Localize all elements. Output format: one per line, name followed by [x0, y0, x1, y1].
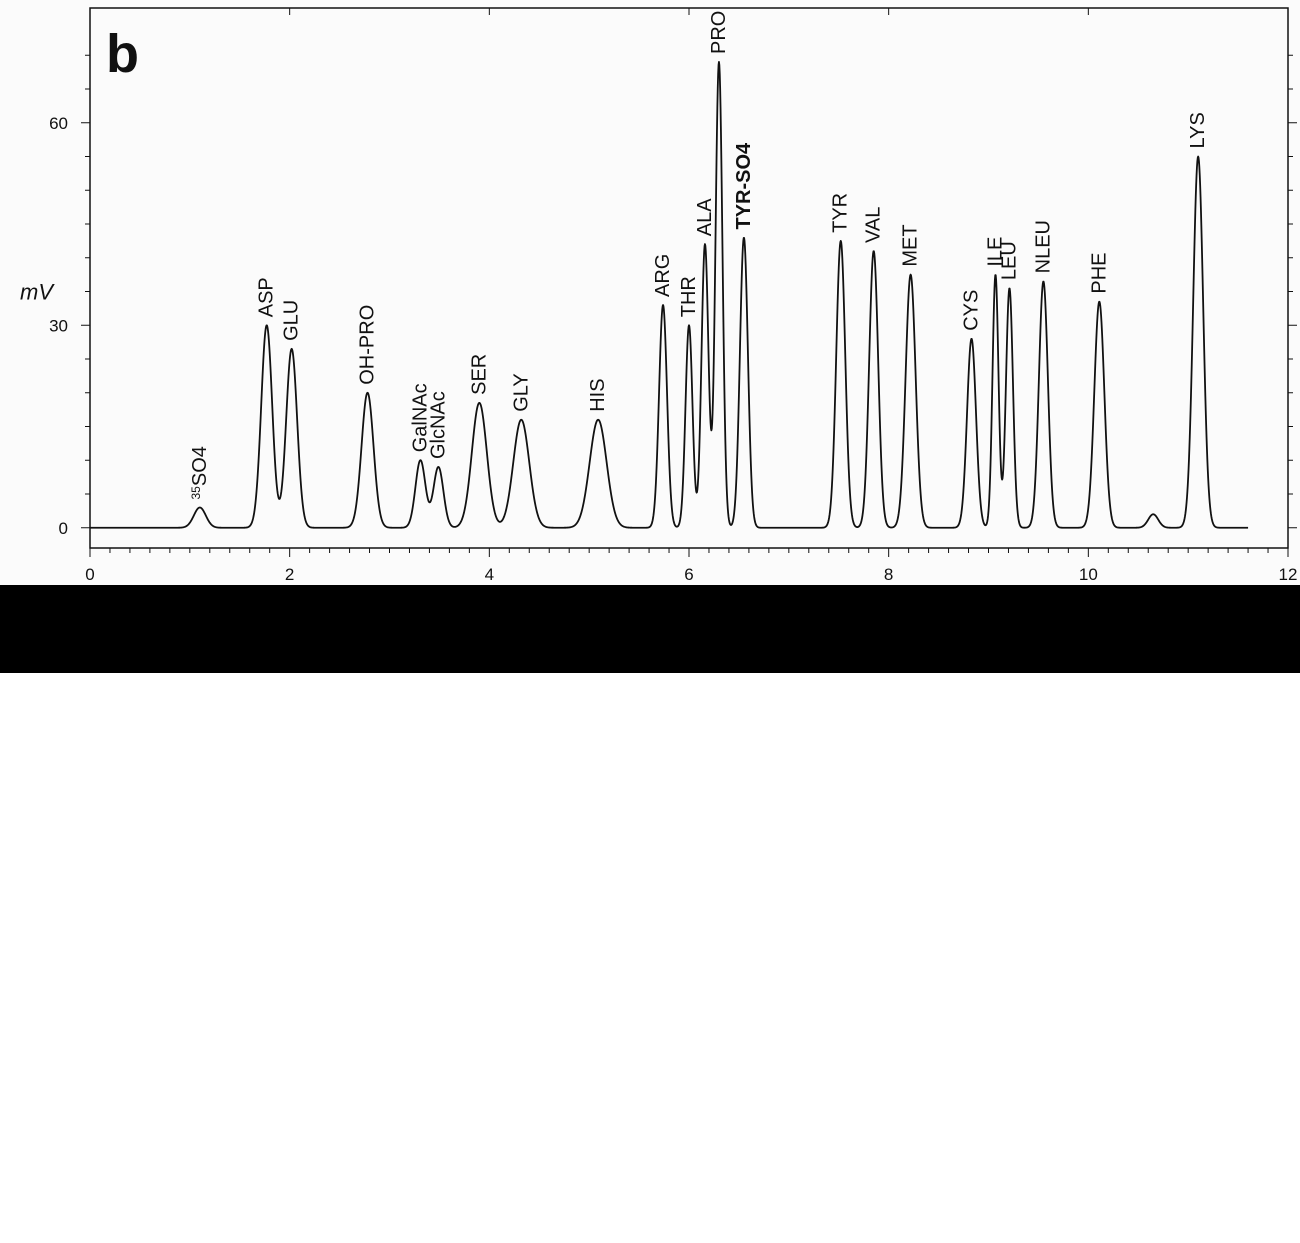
peak-label: GalNAc: [409, 383, 431, 452]
watermark-footer: alamy RHMA4X www.alamy.com: [0, 585, 1300, 1243]
x-tick-label: 10: [1079, 565, 1098, 584]
x-tick-label: 6: [684, 565, 693, 584]
peak-label: TYR: [830, 193, 852, 233]
peak-label: GLU: [281, 300, 303, 341]
y-tick-label: 30: [49, 316, 68, 335]
x-tick-label: 2: [285, 565, 294, 584]
peak-label-main: SO4: [189, 446, 211, 486]
image-id-text: RHMA4X: [1176, 1190, 1252, 1210]
chart-area: 0 2 4 6 8 10 12 0 30 60 mV b 35SO4 ASP GLU OH-PRO GalNAc…: [0, 0, 1300, 585]
peak-label-superscript: 35: [189, 486, 203, 500]
site-url-text: www.alamy.com: [1123, 1220, 1252, 1240]
peak-label: TYR-SO4: [733, 142, 755, 230]
y-tick-label: 60: [49, 114, 68, 133]
x-tick-label: 0: [85, 565, 94, 584]
peak-label: 35SO4: [189, 446, 211, 499]
y-tick-label: 0: [59, 519, 68, 538]
peak-label: LYS: [1187, 112, 1209, 148]
peak-label: OH-PRO: [357, 305, 379, 385]
peak-label: PRO: [708, 11, 730, 54]
x-tick-label: 8: [884, 565, 893, 584]
peak-label: HIS: [587, 378, 609, 411]
peak-label: PHE: [1088, 253, 1110, 294]
peak-label: ILE: [984, 237, 1006, 267]
peak-label: NLEU: [1032, 220, 1054, 273]
chromatogram-trace: [89, 61, 1249, 529]
peak-label: THR: [678, 276, 700, 317]
peak-label: LEU: [998, 241, 1020, 280]
peak-label: SER: [468, 354, 490, 395]
peak-label: ARG: [652, 254, 674, 297]
x-tick-label: 4: [485, 565, 494, 584]
peak-label: CYS: [961, 290, 983, 331]
alamy-logo: alamy: [50, 1183, 218, 1243]
peak-label: GLY: [510, 373, 532, 412]
peak-label: VAL: [863, 207, 885, 243]
peak-label: GlcNAc: [427, 391, 449, 459]
peak-label: MET: [900, 224, 922, 266]
x-tick-label: 12: [1279, 565, 1298, 584]
panel-label: b: [106, 24, 139, 84]
peak-label: ASP: [256, 277, 278, 317]
peak-label: ALA: [694, 198, 716, 236]
y-axis-label: mV: [20, 279, 55, 304]
